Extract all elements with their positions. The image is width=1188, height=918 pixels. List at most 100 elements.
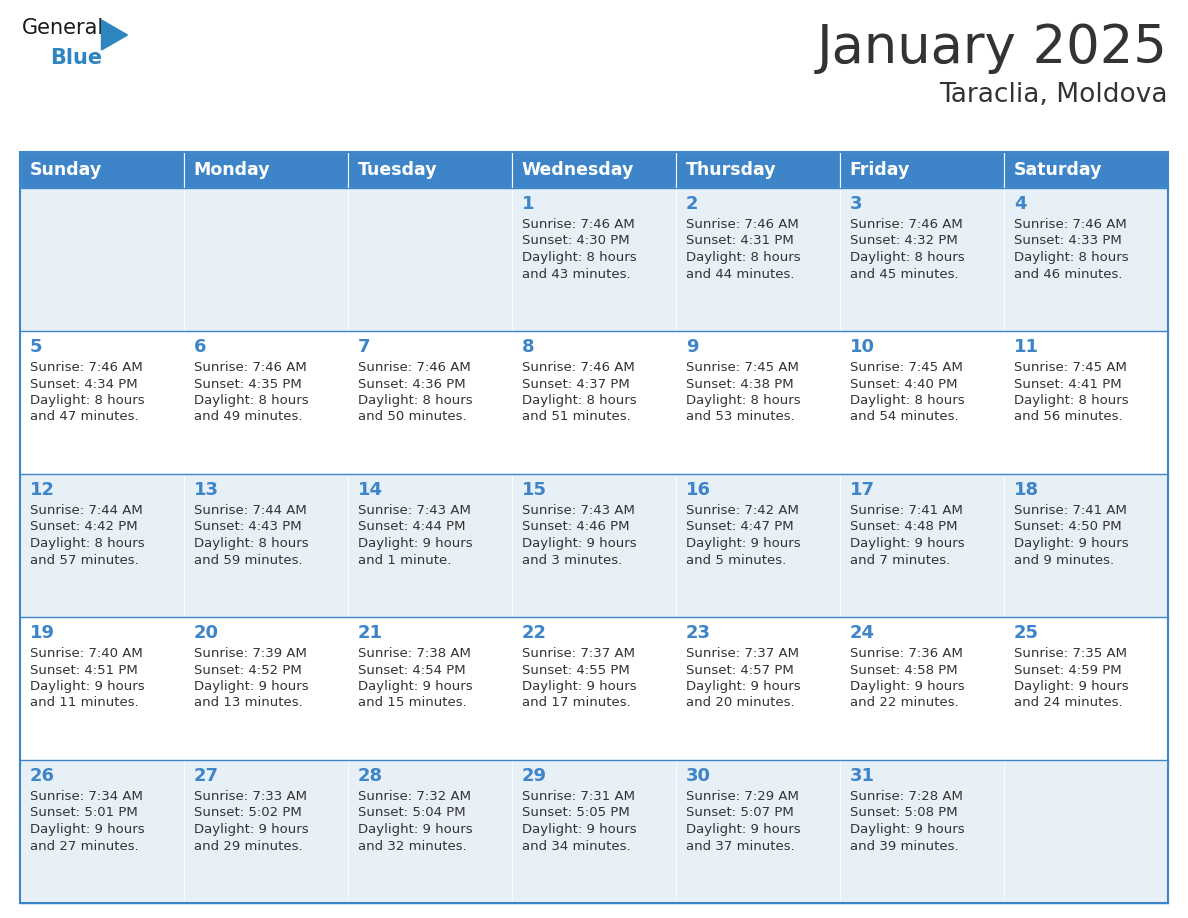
Text: and 24 minutes.: and 24 minutes. — [1013, 697, 1123, 710]
Bar — [348, 331, 512, 474]
Bar — [676, 152, 840, 188]
Text: Sunrise: 7:45 AM: Sunrise: 7:45 AM — [1013, 361, 1126, 374]
Bar — [840, 331, 1004, 474]
Text: Sunset: 4:48 PM: Sunset: 4:48 PM — [849, 521, 958, 533]
Bar — [184, 474, 348, 617]
Text: Sunset: 4:50 PM: Sunset: 4:50 PM — [1013, 521, 1121, 533]
Bar — [512, 760, 676, 903]
Text: 11: 11 — [1013, 338, 1038, 356]
Bar — [20, 331, 184, 474]
Text: Sunset: 4:42 PM: Sunset: 4:42 PM — [30, 521, 138, 533]
Text: and 7 minutes.: and 7 minutes. — [849, 554, 950, 566]
Text: Daylight: 8 hours: Daylight: 8 hours — [30, 537, 145, 550]
Text: Daylight: 9 hours: Daylight: 9 hours — [522, 823, 637, 836]
Text: Sunset: 4:30 PM: Sunset: 4:30 PM — [522, 234, 630, 248]
Text: Daylight: 8 hours: Daylight: 8 hours — [522, 394, 637, 407]
Text: Thursday: Thursday — [685, 161, 777, 179]
Text: Daylight: 8 hours: Daylight: 8 hours — [358, 394, 473, 407]
Text: Sunset: 4:38 PM: Sunset: 4:38 PM — [685, 377, 794, 390]
Text: and 47 minutes.: and 47 minutes. — [30, 410, 139, 423]
Text: Sunrise: 7:28 AM: Sunrise: 7:28 AM — [849, 790, 962, 803]
Text: and 43 minutes.: and 43 minutes. — [522, 267, 631, 281]
Text: 2: 2 — [685, 195, 699, 213]
Bar — [1004, 474, 1168, 617]
Text: 5: 5 — [30, 338, 43, 356]
Text: 10: 10 — [849, 338, 874, 356]
Text: Friday: Friday — [849, 161, 910, 179]
Text: Sunday: Sunday — [30, 161, 102, 179]
Bar — [184, 152, 348, 188]
Text: Sunset: 4:54 PM: Sunset: 4:54 PM — [358, 664, 466, 677]
Text: 12: 12 — [30, 481, 55, 499]
Text: Sunrise: 7:39 AM: Sunrise: 7:39 AM — [194, 647, 307, 660]
Bar — [840, 152, 1004, 188]
Bar — [20, 760, 184, 903]
Bar — [840, 474, 1004, 617]
Text: Daylight: 9 hours: Daylight: 9 hours — [849, 680, 965, 693]
Text: Sunset: 4:59 PM: Sunset: 4:59 PM — [1013, 664, 1121, 677]
Text: 29: 29 — [522, 767, 546, 785]
Text: and 5 minutes.: and 5 minutes. — [685, 554, 786, 566]
Text: Sunset: 4:57 PM: Sunset: 4:57 PM — [685, 664, 794, 677]
Text: Sunrise: 7:35 AM: Sunrise: 7:35 AM — [1013, 647, 1127, 660]
Bar — [676, 188, 840, 331]
Text: Sunrise: 7:37 AM: Sunrise: 7:37 AM — [685, 647, 798, 660]
Text: and 57 minutes.: and 57 minutes. — [30, 554, 139, 566]
Text: and 49 minutes.: and 49 minutes. — [194, 410, 302, 423]
Text: Sunset: 4:55 PM: Sunset: 4:55 PM — [522, 664, 630, 677]
Text: Sunrise: 7:40 AM: Sunrise: 7:40 AM — [30, 647, 143, 660]
Text: Sunset: 4:31 PM: Sunset: 4:31 PM — [685, 234, 794, 248]
Text: Sunset: 4:52 PM: Sunset: 4:52 PM — [194, 664, 302, 677]
Text: 21: 21 — [358, 624, 383, 642]
Text: Sunset: 4:46 PM: Sunset: 4:46 PM — [522, 521, 630, 533]
Text: Daylight: 8 hours: Daylight: 8 hours — [522, 251, 637, 264]
Text: and 17 minutes.: and 17 minutes. — [522, 697, 631, 710]
Text: Blue: Blue — [50, 48, 102, 68]
Text: and 13 minutes.: and 13 minutes. — [194, 697, 303, 710]
Text: 28: 28 — [358, 767, 383, 785]
Text: 14: 14 — [358, 481, 383, 499]
Text: 23: 23 — [685, 624, 710, 642]
Text: 9: 9 — [685, 338, 699, 356]
Text: Sunset: 5:02 PM: Sunset: 5:02 PM — [194, 807, 302, 820]
Text: Sunrise: 7:46 AM: Sunrise: 7:46 AM — [522, 218, 634, 231]
Text: Sunset: 4:35 PM: Sunset: 4:35 PM — [194, 377, 302, 390]
Text: Sunset: 4:40 PM: Sunset: 4:40 PM — [849, 377, 958, 390]
Text: Sunrise: 7:41 AM: Sunrise: 7:41 AM — [1013, 504, 1126, 517]
Text: Daylight: 9 hours: Daylight: 9 hours — [849, 823, 965, 836]
Text: Sunrise: 7:31 AM: Sunrise: 7:31 AM — [522, 790, 634, 803]
Bar — [512, 617, 676, 760]
Text: and 3 minutes.: and 3 minutes. — [522, 554, 623, 566]
Text: Sunrise: 7:29 AM: Sunrise: 7:29 AM — [685, 790, 798, 803]
Text: Daylight: 9 hours: Daylight: 9 hours — [358, 680, 473, 693]
Text: Sunrise: 7:46 AM: Sunrise: 7:46 AM — [522, 361, 634, 374]
Text: Sunrise: 7:44 AM: Sunrise: 7:44 AM — [194, 504, 307, 517]
Text: Daylight: 9 hours: Daylight: 9 hours — [522, 680, 637, 693]
Text: Sunrise: 7:33 AM: Sunrise: 7:33 AM — [194, 790, 307, 803]
Bar — [676, 331, 840, 474]
Text: Daylight: 8 hours: Daylight: 8 hours — [685, 251, 801, 264]
Bar — [348, 760, 512, 903]
Text: Sunrise: 7:43 AM: Sunrise: 7:43 AM — [522, 504, 634, 517]
Bar — [1004, 188, 1168, 331]
Text: 25: 25 — [1013, 624, 1038, 642]
Text: Sunset: 4:51 PM: Sunset: 4:51 PM — [30, 664, 138, 677]
Bar — [348, 474, 512, 617]
Text: and 44 minutes.: and 44 minutes. — [685, 267, 795, 281]
Text: Sunrise: 7:46 AM: Sunrise: 7:46 AM — [30, 361, 143, 374]
Bar — [840, 617, 1004, 760]
Bar — [184, 188, 348, 331]
Text: 16: 16 — [685, 481, 710, 499]
Bar — [512, 188, 676, 331]
Text: 6: 6 — [194, 338, 207, 356]
Text: and 34 minutes.: and 34 minutes. — [522, 839, 631, 853]
Text: and 50 minutes.: and 50 minutes. — [358, 410, 467, 423]
Text: and 46 minutes.: and 46 minutes. — [1013, 267, 1123, 281]
Text: Sunrise: 7:37 AM: Sunrise: 7:37 AM — [522, 647, 634, 660]
Text: Sunset: 4:58 PM: Sunset: 4:58 PM — [849, 664, 958, 677]
Text: January 2025: January 2025 — [817, 22, 1168, 74]
Text: 19: 19 — [30, 624, 55, 642]
Text: and 59 minutes.: and 59 minutes. — [194, 554, 303, 566]
Text: and 32 minutes.: and 32 minutes. — [358, 839, 467, 853]
Text: Sunset: 4:34 PM: Sunset: 4:34 PM — [30, 377, 138, 390]
